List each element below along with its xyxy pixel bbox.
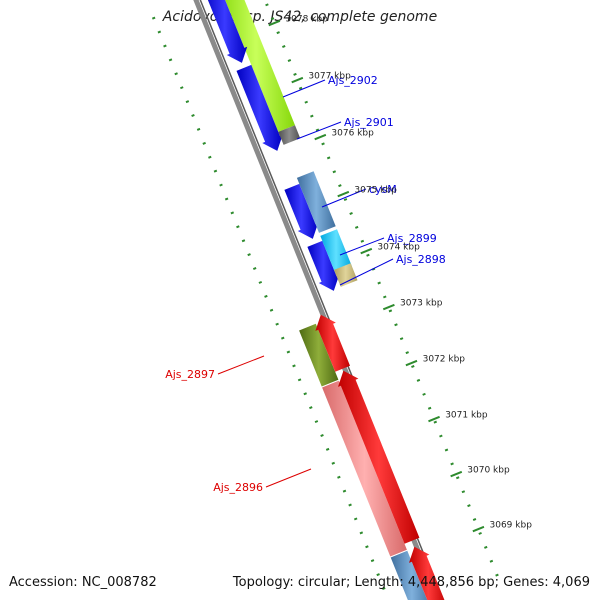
gene-feature-fwd-steel-5	[296, 171, 336, 233]
gene-feature-fwd-lime-0	[225, 0, 295, 132]
gene-feature-rev-steel-13	[390, 550, 428, 600]
gene-feature-fwd-cyan-7	[320, 229, 352, 273]
scale-tick-mark	[382, 303, 395, 311]
gene-feature-fwd-blue-2	[236, 64, 283, 151]
gene-feature-rev-red-12	[338, 370, 420, 544]
gene-feature-rev-red-10	[315, 314, 350, 372]
scale-tick-mark	[405, 359, 418, 367]
tick-layer: 3078 kbp 3077 kbp 3076 kbp 3075 kbp 3074 kbp…	[268, 15, 533, 533]
scale-tick-label: 3075 kbp	[354, 186, 397, 196]
scale-dotted-tracks	[151, 0, 499, 600]
scale-tick-label: 3078 kbp	[285, 15, 328, 25]
feature-layer	[207, 0, 445, 600]
gene-label-Ajs_2896: Ajs_2896	[213, 481, 263, 494]
callout-line-Ajs_2897	[217, 355, 265, 375]
callout-line-cysM	[321, 188, 367, 208]
gene-label-Ajs_2899: Ajs_2899	[387, 232, 437, 245]
scale-tick-label: 3073 kbp	[400, 299, 443, 309]
gene-feature-fwd-tan-8	[334, 263, 358, 287]
callout-layer: Ajs_2902 Ajs_2901 cysM Ajs_2899 Ajs_2898 Ajs_…	[165, 74, 446, 494]
gene-label-Ajs_2897: Ajs_2897	[165, 368, 215, 381]
callout-line-Ajs_2901	[296, 121, 342, 140]
gene-label-cysM: cysM	[369, 183, 397, 196]
scale-tick-label: 3071 kbp	[445, 411, 488, 421]
callout-line-Ajs_2896	[265, 468, 312, 488]
gene-label-Ajs_2901: Ajs_2901	[344, 116, 394, 129]
scale-tick-label: 3074 kbp	[377, 243, 420, 253]
callout-line-Ajs_2899	[339, 237, 385, 256]
accession-label: Accession: NC_008782	[9, 575, 157, 590]
scale-tick-mark	[268, 19, 281, 27]
scale-tick-label: 3076 kbp	[331, 129, 374, 139]
scale-tick-mark	[360, 247, 373, 255]
gene-feature-fwd-blue-6	[307, 240, 340, 291]
scale-tick-mark	[291, 76, 304, 84]
gene-feature-rev-pink-11	[322, 380, 407, 557]
scale-tick-label: 3077 kbp	[308, 72, 351, 82]
scale-tick-mark	[337, 190, 350, 198]
gene-label-Ajs_2898: Ajs_2898	[396, 253, 446, 266]
scale-tick-label: 3069 kbp	[490, 521, 533, 531]
scale-tick-mark	[472, 525, 485, 533]
callout-line-Ajs_2898	[339, 258, 394, 286]
callout-line-Ajs_2902	[282, 79, 326, 98]
gene-feature-rev-olive-9	[299, 323, 339, 387]
gene-feature-fwd-blue-1	[207, 0, 248, 63]
gene-feature-rev-red-14	[409, 546, 445, 600]
gene-label-Ajs_2902: Ajs_2902	[328, 74, 378, 87]
scale-tick-label: 3070 kbp	[467, 466, 510, 476]
scale-tick-mark	[314, 133, 327, 141]
topology-summary: Topology: circular; Length: 4,448,856 bp…	[232, 575, 590, 590]
scale-tick-mark	[428, 415, 440, 423]
gene-feature-fwd-gray-3	[278, 125, 301, 145]
scale-tick-mark	[450, 470, 463, 478]
scale-tick-label: 3072 kbp	[423, 355, 466, 365]
gene-feature-fwd-blue-4	[284, 183, 319, 239]
